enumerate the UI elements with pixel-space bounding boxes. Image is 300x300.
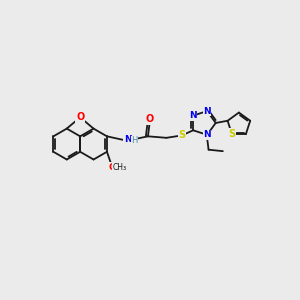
Text: N: N [203,106,211,116]
Text: N: N [124,135,132,144]
Text: H: H [132,136,138,145]
Text: CH₃: CH₃ [112,163,127,172]
Text: N: N [189,111,197,120]
Text: O: O [76,112,84,122]
Text: S: S [178,130,185,140]
Text: O: O [145,114,154,124]
Text: S: S [228,129,236,139]
Text: O: O [108,163,116,172]
Text: N: N [203,130,211,139]
